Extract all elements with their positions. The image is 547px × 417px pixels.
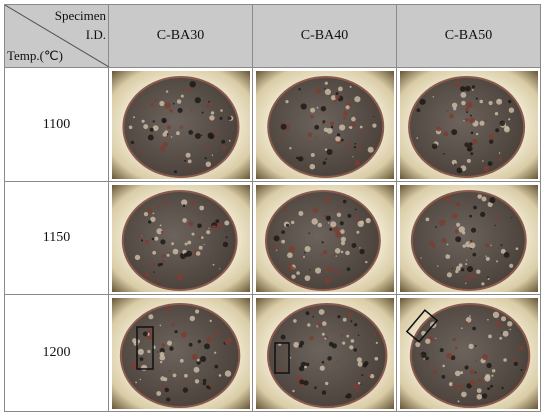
corner-cell: Specimen I.D. Temp.(℃) (4, 4, 109, 68)
specimen-photo (255, 70, 394, 179)
photo-cell (108, 67, 253, 182)
specimen-label: Specimen (54, 8, 106, 23)
column-header: C-BA50 (396, 4, 541, 68)
column-header: C-BA30 (108, 4, 253, 68)
temp-label: Temp.(℃) (7, 48, 63, 63)
specimen-photo (111, 297, 250, 409)
id-label: I.D. (85, 27, 106, 42)
photo-cell (252, 67, 397, 182)
specimen-photo (255, 297, 394, 409)
photo-cell (396, 67, 541, 182)
results-table: Specimen I.D. Temp.(℃) C-BA30 C-BA40 C-B… (4, 4, 541, 412)
header-row: Specimen I.D. Temp.(℃) C-BA30 C-BA40 C-B… (4, 4, 541, 68)
photo-cell (108, 294, 253, 412)
temperature-label: 1150 (4, 181, 109, 295)
diagonal (5, 5, 109, 67)
specimen-photo (399, 297, 538, 409)
table-row: 1100 (4, 67, 541, 182)
specimen-photo (111, 70, 250, 179)
specimen-photo (111, 184, 250, 292)
column-header: C-BA40 (252, 4, 397, 68)
table-row: 1200 (4, 294, 541, 412)
photo-cell (396, 181, 541, 295)
specimen-photo (255, 184, 394, 292)
photo-cell (252, 294, 397, 412)
table-row: 1150 (4, 181, 541, 295)
table-body: 1100 1150 1200 (4, 67, 541, 412)
temperature-label: 1100 (4, 67, 109, 182)
specimen-photo (399, 70, 538, 179)
photo-cell (396, 294, 541, 412)
specimen-photo (399, 184, 538, 292)
temperature-label: 1200 (4, 294, 109, 412)
photo-cell (108, 181, 253, 295)
photo-cell (252, 181, 397, 295)
